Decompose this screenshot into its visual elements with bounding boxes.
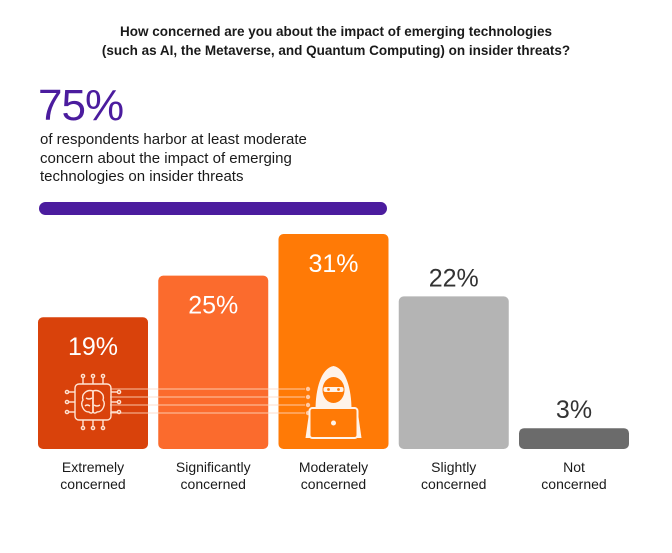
value-label-moderately-concerned: 31% bbox=[308, 250, 358, 278]
bar-significantly-concerned bbox=[158, 275, 269, 449]
headline-text-line-2: concern about the impact of emerging bbox=[40, 149, 292, 167]
category-label-extremely-concerned-line-2: concerned bbox=[60, 476, 125, 492]
headline-accent-bar bbox=[39, 202, 387, 215]
value-label-extremely-concerned: 19% bbox=[68, 333, 118, 361]
hooded-hacker-icon bbox=[305, 366, 362, 439]
category-label-slightly-concerned-line-1: Slightly bbox=[431, 459, 476, 475]
headline-stat: 75% bbox=[38, 81, 124, 130]
headline-text-line-3: technologies on insider threats bbox=[40, 168, 244, 185]
chart-title: How concerned are you about the impact o… bbox=[0, 22, 672, 60]
headline-text-line-1: of respondents harbor at least moderate bbox=[40, 131, 307, 148]
bar-not-concerned bbox=[519, 428, 629, 449]
circuit-lines bbox=[110, 386, 311, 416]
bar-slightly-concerned bbox=[398, 296, 509, 449]
category-label-significantly-concerned-line-1: Significantly bbox=[176, 459, 251, 475]
chart-title-line-2: (such as AI, the Metaverse, and Quantum … bbox=[101, 43, 571, 58]
category-label-not-concerned-line-1: Not bbox=[563, 459, 585, 475]
value-label-not-concerned: 3% bbox=[556, 396, 592, 424]
category-label-extremely-concerned-line-1: Extremely bbox=[62, 459, 124, 475]
category-label-not-concerned-line-2: concerned bbox=[541, 476, 606, 492]
value-label-significantly-concerned: 25% bbox=[188, 292, 238, 320]
bar-moderately-concerned bbox=[278, 234, 389, 449]
value-label-slightly-concerned: 22% bbox=[429, 264, 479, 292]
headline-text: of respondents harbor at least moderate … bbox=[40, 131, 360, 187]
brain-chip-icon bbox=[64, 373, 122, 431]
category-label-moderately-concerned-line-1: Moderately bbox=[299, 459, 368, 475]
category-label-moderately-concerned-line-2: concerned bbox=[301, 476, 366, 492]
category-label-slightly-concerned-line-2: concerned bbox=[421, 476, 486, 492]
category-label-significantly-concerned-line-2: concerned bbox=[181, 476, 246, 492]
chart-title-line-1: How concerned are you about the impact o… bbox=[119, 24, 553, 39]
